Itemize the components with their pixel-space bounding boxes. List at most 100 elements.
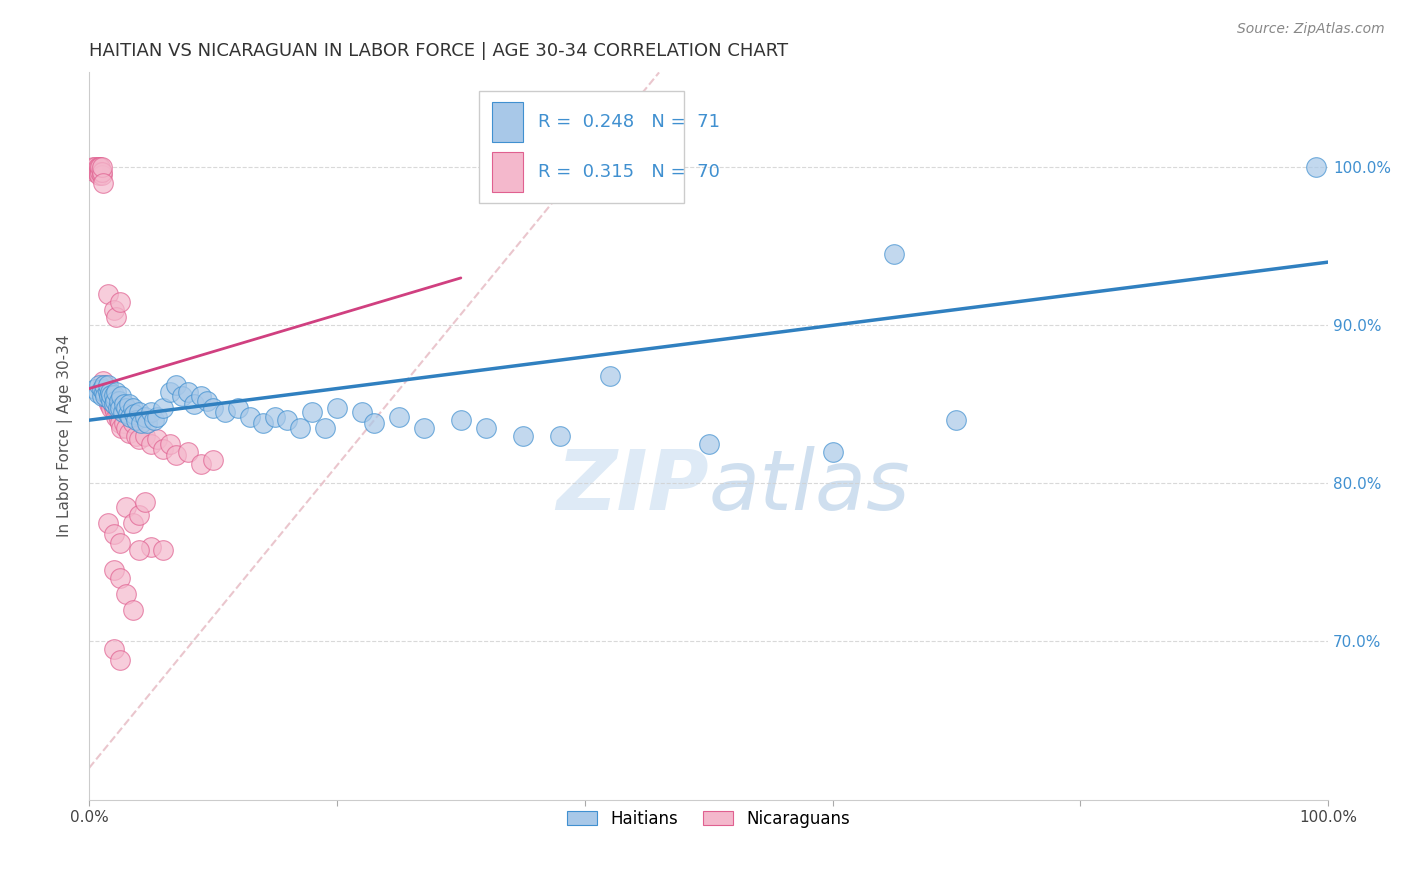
Point (146, 432, 169, 446)
Point (103, 642, 125, 657)
Point (128, 508, 150, 522)
Point (118, 397, 141, 411)
Point (107, 405, 129, 419)
Point (412, 421, 434, 435)
Point (195, 394, 218, 409)
Point (159, 437, 181, 451)
Point (98, 394, 121, 409)
Point (363, 417, 385, 431)
Point (128, 405, 150, 419)
Point (388, 409, 411, 424)
Point (128, 432, 150, 446)
Point (87, 161, 110, 175)
Point (165, 448, 187, 462)
Point (97, 516, 120, 530)
Point (512, 429, 534, 443)
Point (108, 294, 131, 309)
Point (105, 310, 128, 325)
Point (134, 409, 156, 424)
Point (96, 389, 118, 403)
Point (100, 394, 122, 409)
Point (97, 384, 120, 399)
Point (103, 401, 125, 415)
Point (98, 384, 121, 399)
Point (84, 165, 107, 179)
Point (118, 425, 141, 440)
Point (122, 407, 145, 421)
Point (108, 394, 131, 409)
Point (115, 401, 138, 415)
Y-axis label: In Labor Force | Age 30-34: In Labor Force | Age 30-34 (58, 334, 73, 537)
Text: atlas: atlas (709, 446, 910, 527)
Point (90, 161, 112, 175)
Point (276, 413, 298, 427)
Point (108, 653, 131, 667)
Text: R =  0.315   N =  70: R = 0.315 N = 70 (537, 163, 720, 181)
Point (101, 397, 124, 411)
Point (821, 444, 844, 458)
Point (90, 165, 112, 179)
Point (165, 378, 187, 392)
Text: Source: ZipAtlas.com: Source: ZipAtlas.com (1237, 22, 1385, 37)
Point (177, 444, 200, 458)
Point (107, 401, 129, 415)
Point (103, 302, 125, 317)
Point (142, 413, 165, 427)
Text: ZIP: ZIP (555, 446, 709, 527)
Point (108, 413, 131, 427)
Point (100, 401, 122, 415)
Point (108, 401, 131, 415)
Point (108, 571, 131, 585)
Point (288, 421, 311, 435)
Point (105, 409, 128, 424)
Point (97, 286, 120, 301)
Point (152, 442, 174, 456)
Point (121, 417, 143, 431)
Point (84, 382, 107, 396)
Point (86, 165, 108, 179)
Point (118, 409, 141, 424)
Point (90, 382, 112, 396)
Point (190, 389, 212, 403)
Text: HAITIAN VS NICARAGUAN IN LABOR FORCE | AGE 30-34 CORRELATION CHART: HAITIAN VS NICARAGUAN IN LABOR FORCE | A… (89, 42, 789, 60)
Point (93, 378, 115, 392)
Point (90, 389, 112, 403)
Point (87, 165, 110, 179)
Point (125, 429, 148, 443)
Point (91, 176, 114, 190)
Point (111, 405, 134, 419)
Point (103, 397, 125, 411)
Point (97, 394, 120, 409)
Point (121, 603, 143, 617)
Point (115, 421, 138, 435)
Point (301, 405, 323, 419)
Point (134, 495, 156, 509)
Point (104, 405, 127, 419)
Point (177, 384, 200, 399)
Point (152, 401, 174, 415)
Point (115, 500, 138, 515)
Point (136, 417, 159, 431)
Point (87, 165, 110, 179)
Point (98, 397, 121, 411)
Point (697, 437, 720, 451)
Point (326, 401, 349, 415)
Point (1305, 161, 1327, 175)
Point (202, 452, 225, 467)
Point (112, 397, 135, 411)
Point (100, 388, 122, 402)
Point (91, 374, 114, 388)
Point (226, 401, 249, 415)
Text: R =  0.248   N =  71: R = 0.248 N = 71 (537, 112, 720, 130)
Point (87, 378, 110, 392)
Point (599, 368, 621, 383)
Point (170, 389, 193, 403)
Point (104, 394, 127, 409)
Point (214, 405, 236, 419)
Legend: Haitians, Nicaraguans: Haitians, Nicaraguans (561, 804, 856, 835)
Point (252, 417, 274, 431)
Point (82, 161, 104, 175)
Point (94, 384, 117, 399)
Point (202, 401, 225, 415)
Point (159, 384, 181, 399)
